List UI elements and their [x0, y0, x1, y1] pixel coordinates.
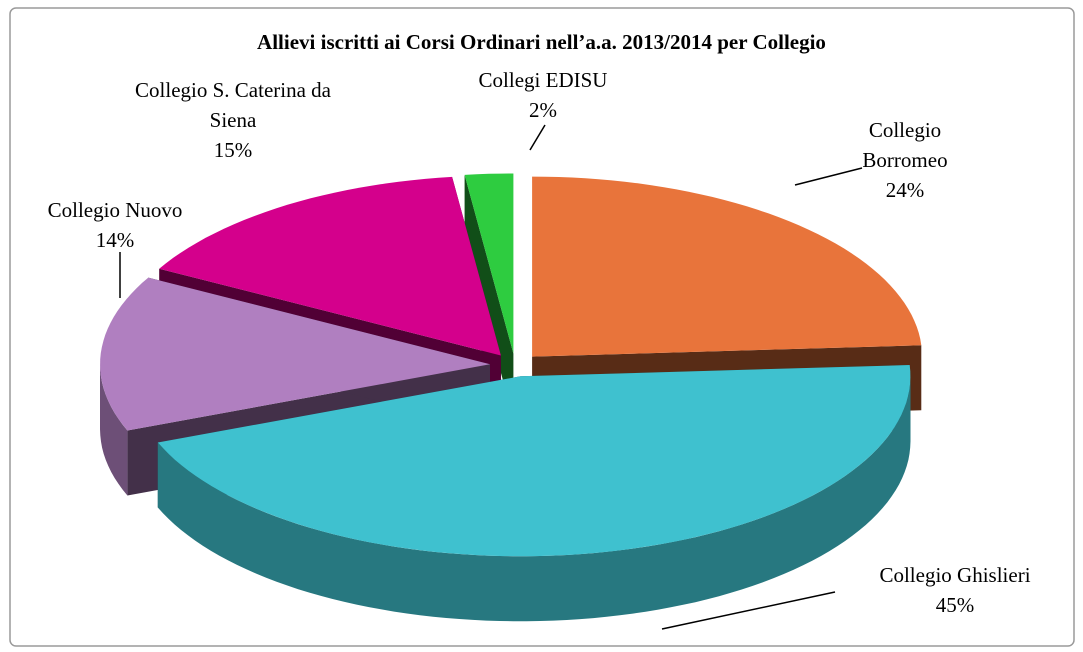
slice-label: Collegio Borromeo 24%: [840, 115, 970, 205]
label-name: Collegio S. Caterina da Siena: [135, 78, 331, 132]
label-name: Collegio Borromeo: [862, 118, 948, 172]
slice: [100, 277, 490, 431]
slice-label: Collegio S. Caterina da Siena 15%: [133, 75, 333, 165]
slice-label: Collegio Ghislieri 45%: [835, 560, 1075, 620]
leader-line: [661, 591, 836, 630]
slice-side: [100, 364, 128, 496]
slice: [532, 176, 922, 357]
label-name: Collegio Nuovo: [47, 198, 183, 222]
slice-side: [157, 376, 911, 622]
slice: [159, 176, 501, 356]
label-value: 24%: [885, 178, 925, 202]
label-name: Collegi EDISU: [478, 68, 608, 92]
chart-title: Allievi iscritti ai Corsi Ordinari nell’…: [257, 30, 826, 54]
leader-line: [794, 167, 863, 186]
slice: [157, 365, 911, 557]
label-value: 2%: [529, 98, 557, 122]
label-value: 14%: [95, 228, 135, 252]
slice: [464, 173, 514, 354]
label-name: Collegio Ghislieri: [879, 563, 1031, 587]
label-value: 45%: [935, 593, 975, 617]
slice-label: Collegio Nuovo 14%: [5, 195, 225, 255]
leader-line: [529, 124, 546, 151]
label-value: 15%: [213, 138, 253, 162]
slice-label: Collegi EDISU 2%: [443, 65, 643, 125]
slice-side: [464, 174, 514, 419]
